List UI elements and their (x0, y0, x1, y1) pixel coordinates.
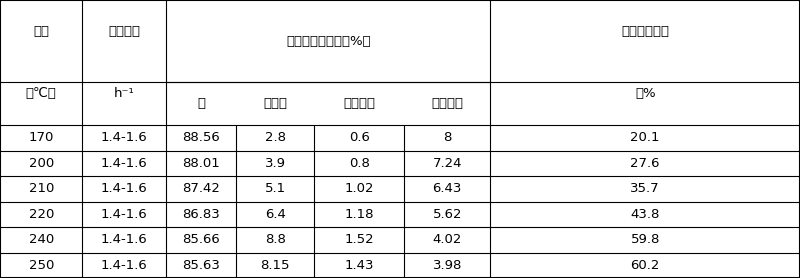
Text: 4.02: 4.02 (433, 233, 462, 246)
Text: 87.42: 87.42 (182, 182, 220, 195)
Text: 59.8: 59.8 (630, 233, 660, 246)
Text: 6.4: 6.4 (265, 208, 286, 221)
Text: 1.18: 1.18 (345, 208, 374, 221)
Text: 88.56: 88.56 (182, 131, 220, 144)
Text: 1.4-1.6: 1.4-1.6 (101, 259, 148, 272)
Text: 6.43: 6.43 (433, 182, 462, 195)
Text: 220: 220 (29, 208, 54, 221)
Text: 1.4-1.6: 1.4-1.6 (101, 208, 148, 221)
Text: 60.2: 60.2 (630, 259, 660, 272)
Text: 产物质量比分布（%）: 产物质量比分布（%） (286, 34, 370, 48)
Text: 0.6: 0.6 (349, 131, 370, 144)
Text: 总液空速: 总液空速 (109, 25, 141, 38)
Text: 240: 240 (29, 233, 54, 246)
Text: 率%: 率% (635, 87, 655, 100)
Text: 170: 170 (29, 131, 54, 144)
Text: 三异丙苯转化: 三异丙苯转化 (622, 25, 669, 38)
Text: 5.1: 5.1 (265, 182, 286, 195)
Text: 温度: 温度 (33, 25, 50, 38)
Text: 二异丙苯: 二异丙苯 (343, 97, 375, 110)
Text: 1.4-1.6: 1.4-1.6 (101, 157, 148, 170)
Text: 85.66: 85.66 (182, 233, 220, 246)
Text: 200: 200 (29, 157, 54, 170)
Text: 8.15: 8.15 (261, 259, 290, 272)
Text: 35.7: 35.7 (630, 182, 660, 195)
Text: 苯: 苯 (197, 97, 205, 110)
Text: 1.52: 1.52 (344, 233, 374, 246)
Text: 异丙苯: 异丙苯 (263, 97, 287, 110)
Text: 1.43: 1.43 (345, 259, 374, 272)
Text: 20.1: 20.1 (630, 131, 660, 144)
Text: 88.01: 88.01 (182, 157, 220, 170)
Text: 1.4-1.6: 1.4-1.6 (101, 233, 148, 246)
Text: 1.02: 1.02 (345, 182, 374, 195)
Text: 210: 210 (29, 182, 54, 195)
Text: 3.9: 3.9 (265, 157, 286, 170)
Text: 1.4-1.6: 1.4-1.6 (101, 182, 148, 195)
Text: 5.62: 5.62 (433, 208, 462, 221)
Text: 8.8: 8.8 (265, 233, 286, 246)
Text: 8: 8 (443, 131, 451, 144)
Text: （℃）: （℃） (26, 87, 57, 100)
Text: 250: 250 (29, 259, 54, 272)
Text: 3.98: 3.98 (433, 259, 462, 272)
Text: 27.6: 27.6 (630, 157, 660, 170)
Text: 85.63: 85.63 (182, 259, 220, 272)
Text: 0.8: 0.8 (349, 157, 370, 170)
Text: 1.4-1.6: 1.4-1.6 (101, 131, 148, 144)
Text: 7.24: 7.24 (433, 157, 462, 170)
Text: 三异丙苯: 三异丙苯 (431, 97, 463, 110)
Text: 86.83: 86.83 (182, 208, 220, 221)
Text: 43.8: 43.8 (630, 208, 660, 221)
Text: h⁻¹: h⁻¹ (114, 87, 134, 100)
Text: 2.8: 2.8 (265, 131, 286, 144)
